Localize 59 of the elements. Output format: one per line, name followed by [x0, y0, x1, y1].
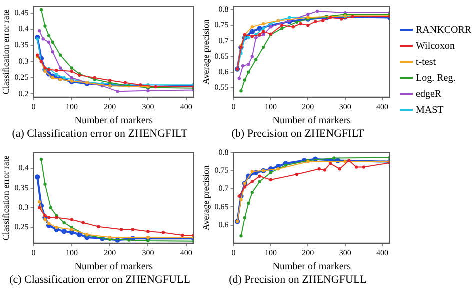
y-tick-label: 0.7: [218, 36, 229, 46]
y-tick-label: 0.3: [18, 56, 29, 66]
x-tick-label: 0: [32, 102, 36, 112]
text: (a) Classification error on ZHENGFILT: [11, 128, 189, 140]
text: (b) Precision on ZHENGFILT: [230, 128, 366, 140]
y-tick-label: 0.8: [218, 148, 229, 157]
x-axis-title: Number of markers: [74, 116, 154, 127]
x-tick-label: 400: [376, 102, 389, 112]
y-axis-title: Classification error rate: [0, 156, 11, 241]
y-tick-label: 0.75: [214, 20, 229, 30]
text: (c) Classification error on ZHENGFULL: [8, 274, 192, 286]
text: (d) Precision on ZHENGFULL: [228, 274, 368, 286]
x-tick-label: 100: [264, 248, 277, 258]
y-tick-label: 0.2: [18, 89, 29, 98]
x-tick-label: 300: [339, 248, 352, 258]
y-tick-label: 0.35: [14, 40, 29, 50]
x-tick-label: 300: [142, 102, 154, 112]
x-tick-label: 400: [180, 102, 192, 112]
y-axis-title: Average precision: [200, 19, 211, 85]
y-tick-label: 0.3: [18, 203, 29, 212]
x-tick-label: 100: [66, 102, 78, 112]
x-tick-label: 300: [339, 102, 352, 112]
y-tick-label: 0.6: [218, 220, 229, 230]
x-axis-title: Number of markers: [272, 116, 352, 127]
x-tick-label: 400: [180, 248, 192, 258]
x-tick-label: 200: [104, 102, 116, 112]
y-tick-label: 0.75: [214, 166, 229, 176]
y-tick-label: 0.65: [214, 202, 229, 212]
x-axis-title: Number of markers: [74, 262, 154, 273]
x-tick-label: 400: [376, 248, 389, 258]
x-tick-label: 100: [66, 248, 78, 258]
y-tick-label: 0.25: [14, 222, 29, 232]
y-tick-label: 0.4: [18, 164, 29, 173]
legend-label: t-test: [416, 56, 436, 68]
legend-label: Wilcoxon: [416, 40, 456, 52]
x-tick-label: 300: [142, 248, 154, 258]
x-tick-label: 200: [302, 102, 314, 112]
y-axis-title: Classification error rate: [0, 10, 11, 95]
y-tick-label: 0.8: [218, 5, 229, 14]
y-tick-label: 0.45: [14, 8, 29, 18]
y-tick-label: 0.65: [214, 52, 229, 61]
x-tick-label: 0: [32, 248, 36, 258]
y-tick-label: 0.6: [218, 68, 229, 76]
x-tick-label: 200: [302, 248, 314, 258]
legend-label: MAST: [416, 104, 444, 116]
x-axis-title: Number of markers: [272, 262, 352, 273]
y-axis-title: Average precision: [200, 165, 211, 231]
y-tick-label: 0.55: [214, 83, 229, 92]
legend-label: Log. Reg.: [416, 72, 456, 84]
x-tick-label: 0: [232, 102, 236, 112]
x-tick-label: 0: [232, 248, 236, 258]
y-tick-label: 0.25: [14, 73, 29, 82]
x-tick-label: 100: [264, 102, 277, 112]
legend-label: RANKCORR: [416, 24, 472, 36]
legend-label: edgeR: [416, 88, 442, 100]
y-tick-label: 0.4: [18, 24, 29, 34]
y-tick-label: 0.7: [218, 184, 229, 194]
y-tick-label: 0.35: [14, 183, 29, 192]
x-tick-label: 200: [104, 248, 116, 258]
